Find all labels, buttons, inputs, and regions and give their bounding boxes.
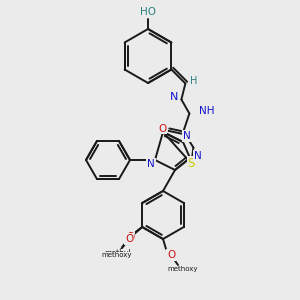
Text: N: N bbox=[183, 131, 191, 141]
Text: N: N bbox=[194, 151, 202, 161]
Text: methoxy: methoxy bbox=[101, 252, 131, 258]
Text: S: S bbox=[188, 157, 195, 170]
Text: O: O bbox=[125, 234, 133, 244]
Text: NH: NH bbox=[200, 106, 215, 116]
Text: O: O bbox=[126, 232, 134, 242]
Text: N: N bbox=[170, 92, 178, 103]
Text: H: H bbox=[190, 76, 197, 85]
Text: N: N bbox=[147, 159, 155, 169]
Text: methoxy: methoxy bbox=[168, 266, 198, 272]
Text: HO: HO bbox=[140, 7, 156, 17]
Text: methyl: methyl bbox=[104, 250, 130, 259]
Text: O: O bbox=[167, 250, 175, 260]
Text: O: O bbox=[158, 124, 166, 134]
